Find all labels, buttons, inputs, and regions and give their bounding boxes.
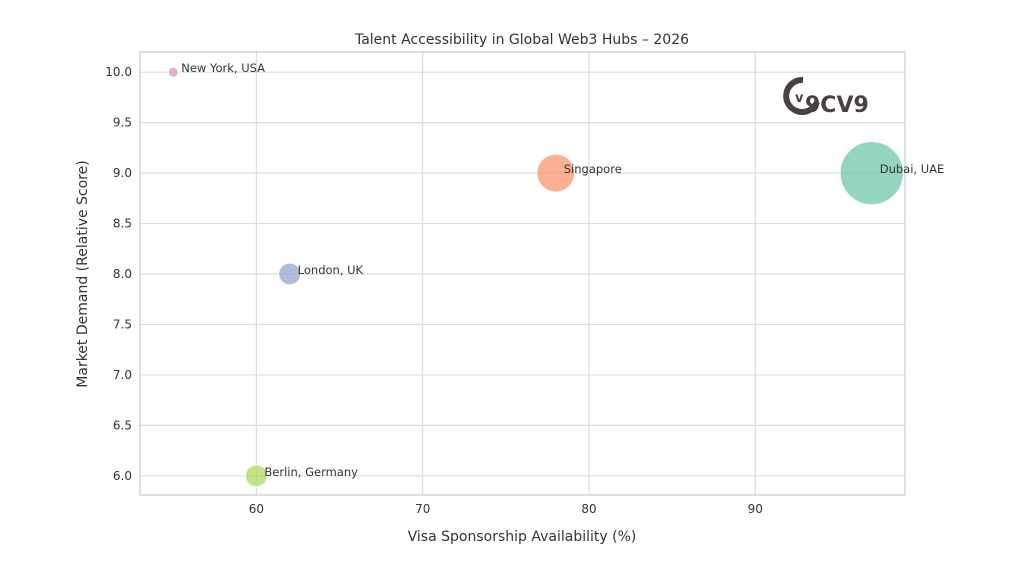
y-tick-label: 7.0 (113, 368, 132, 382)
chart-title: Talent Accessibility in Global Web3 Hubs… (354, 32, 689, 48)
logo: v 9CV9 (783, 77, 869, 118)
y-tick-label: 8.5 (113, 217, 132, 231)
bubble-point (244, 464, 268, 488)
bubble-point (839, 140, 904, 206)
point-label: London, UK (298, 263, 364, 277)
y-tick-label: 9.5 (113, 116, 132, 130)
point-label: Singapore (564, 162, 622, 176)
bubble-point (278, 262, 302, 286)
x-tick-label: 70 (415, 502, 430, 516)
y-tick-label: 9.0 (113, 166, 132, 180)
point-label: Berlin, Germany (264, 465, 358, 479)
y-tick-label: 8.0 (113, 267, 132, 281)
x-tick-label: 90 (748, 502, 763, 516)
plot-frame (139, 51, 906, 496)
x-tick-label: 60 (249, 502, 264, 516)
bubble-point (167, 66, 179, 78)
y-tick-label: 6.5 (113, 418, 132, 432)
y-tick-label: 6.0 (113, 469, 132, 483)
logo-text: 9CV9 (805, 93, 869, 118)
bubble-point (536, 153, 576, 193)
point-label: Dubai, UAE (880, 162, 945, 176)
y-tick-label: 7.5 (113, 317, 132, 331)
x-tick-label: 80 (581, 502, 596, 516)
y-axis-label: Market Demand (Relative Score) (75, 160, 91, 387)
x-axis-label: Visa Sponsorship Availability (%) (408, 529, 637, 545)
svg-text:v: v (795, 91, 804, 106)
point-label: New York, USA (181, 61, 265, 75)
y-tick-label: 10.0 (105, 65, 132, 79)
